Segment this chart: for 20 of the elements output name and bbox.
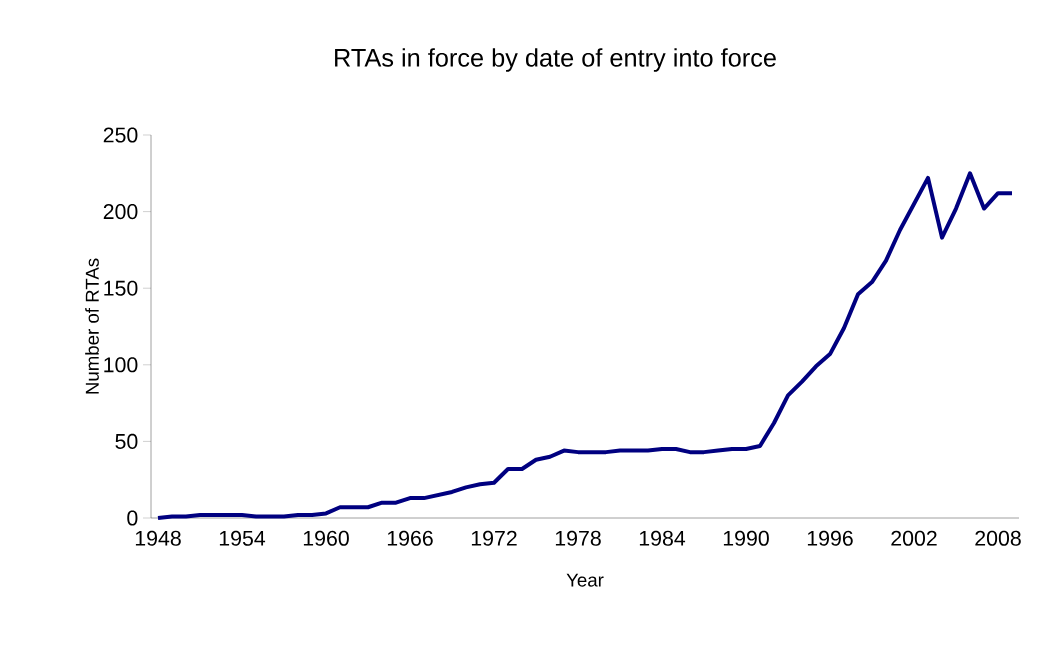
y-tick-label: 0	[127, 510, 138, 526]
x-tick-label: 1948	[135, 530, 181, 546]
x-tick-label: 2008	[975, 530, 1021, 546]
x-axis-title: Year	[566, 573, 604, 587]
x-tick-label: 1984	[639, 530, 686, 546]
y-tick-label: 250	[103, 127, 138, 143]
x-tick-label: 1990	[723, 530, 769, 546]
x-tick-label: 1996	[807, 530, 853, 546]
y-axis-title: Number of RTAs	[85, 258, 99, 394]
x-tick-label: 1960	[303, 530, 349, 546]
y-tick-label: 100	[104, 357, 138, 373]
x-tick-label: 1978	[555, 530, 601, 546]
x-tick-label: 1954	[219, 530, 266, 546]
chart-title: RTAs in force by date of entry into force	[335, 48, 776, 72]
x-tick-label: 1972	[471, 530, 517, 546]
y-tick-label: 200	[103, 204, 138, 220]
y-tick-label: 150	[104, 280, 138, 296]
x-tick-label: 2002	[891, 530, 937, 546]
y-tick-label: 50	[115, 433, 138, 449]
x-tick-label: 1966	[387, 530, 433, 546]
